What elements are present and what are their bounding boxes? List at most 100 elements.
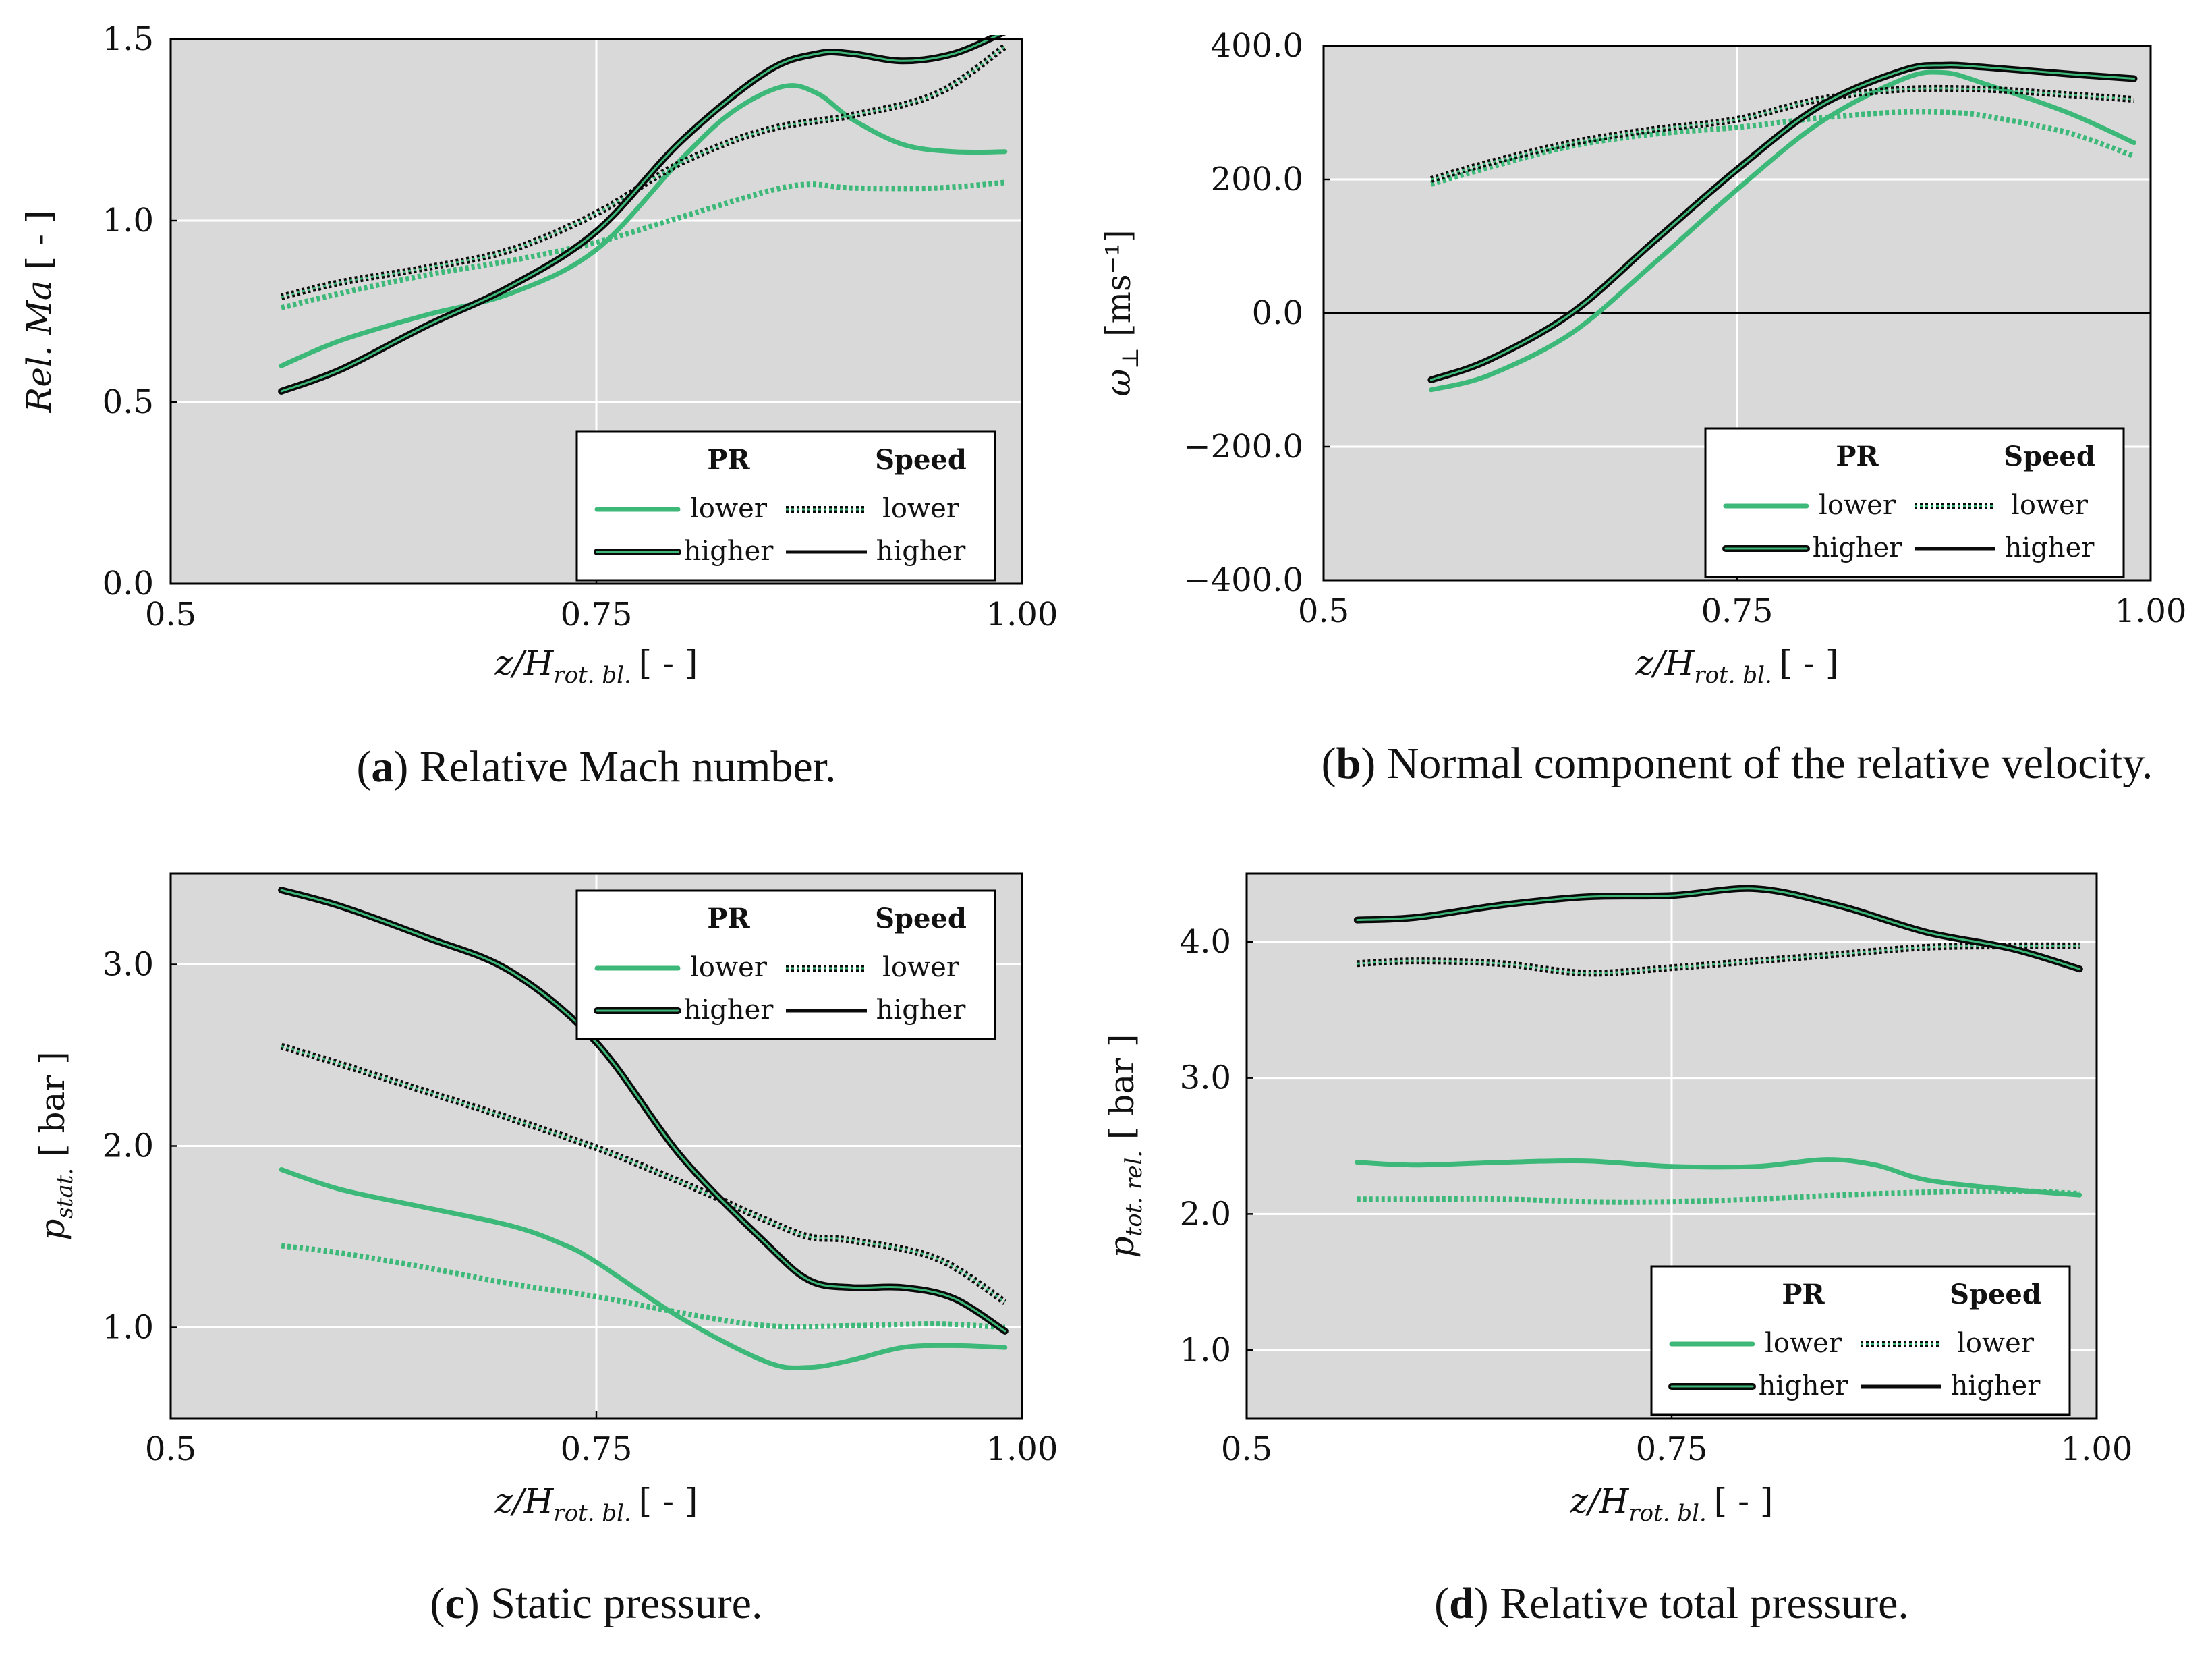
panel-a: 0.5 0.75 1.000.00.51.01.5z/Hrot. bl. [ - ]… [20,20,1058,689]
x-tick-label: 1.00 [2061,1430,2133,1468]
legend-label-pr-lower: lower [1765,1328,1842,1359]
y-tick-label: −400.0 [1183,561,1303,599]
series-green-dotted-line [1357,1188,2080,1205]
x-tick-label: 0.75 [561,596,633,634]
y-tick-label: 0.5 [103,383,154,421]
legend-label-pr-higher: higher [684,536,774,567]
x-tick-label: 1.00 [986,1430,1058,1468]
series-black-double-line-inner [1356,887,2081,970]
series-green-solid [279,83,1008,368]
series-black-double [1427,61,2138,383]
x-tick-label: 0.75 [561,1430,633,1468]
x-tick-label: 1.00 [986,596,1058,634]
series-green-dotted-line [281,179,1006,310]
x-axis-label: z/Hrot. bl. [ - ] [494,644,698,689]
series-green-dotted [281,1243,1006,1330]
y-tick-label: 3.0 [1180,1059,1231,1097]
y-tick-label: 1.0 [1180,1331,1231,1369]
series-black-double-line-inner [280,35,1000,393]
series-green-solid [279,1167,1008,1370]
caption-b: (b) Normal component of the relative vel… [1322,739,2153,788]
caption-a: (a) Relative Mach number. [356,742,836,791]
legend-label-pr-higher: higher [1813,532,1903,563]
series-black-dotted-line-inner [1357,945,2080,974]
y-axis-label: ptot. rel. [ bar ] [1102,1034,1147,1258]
series-black-double [1353,885,2083,973]
series-green-solid [1428,69,2136,393]
panel-d: 0.5 0.75 1.00 1.0 2.0 3.0 4.0 z/Hrot. bl. [ - ]… [1102,872,2133,1527]
series-green-solid-line [1428,69,2136,393]
caption-d: (d) Relative total pressure. [1434,1579,1909,1628]
legend-label-speed-higher: higher [1951,1370,2041,1401]
x-tick-label: 1.00 [2115,592,2187,630]
x-tick-label: 0.5 [145,1430,196,1468]
series-green-dotted [1357,1188,2080,1205]
legend: PR Speed lower lower higher higher [1650,1265,2071,1416]
legend: PR Speed lower lower higher higher [1704,427,2125,578]
y-tick-label: 200.0 [1211,161,1303,198]
y-axis-label: ω⊥ [ms⁻¹] [1099,229,1144,396]
legend-title-speed: Speed [875,903,967,934]
series-green-dotted-line [281,1243,1006,1330]
series-group [1427,61,2138,393]
x-tick-label: 0.5 [1221,1430,1272,1468]
series-black-double-line-inner [1429,64,2135,381]
y-tick-label: 0.0 [103,565,154,603]
series-green-solid [1355,1157,2082,1198]
legend: PR Speed lower lower higher higher [575,889,996,1040]
y-tick-label: 1.0 [103,1309,154,1347]
legend-label-pr-higher: higher [1759,1370,1849,1401]
series-black-double-line-inner [280,889,1006,1333]
legend-label-speed-lower: lower [2011,490,2089,521]
x-tick-label: 0.5 [1298,592,1349,630]
series-group [278,887,1009,1370]
legend-title-speed: Speed [2004,441,2095,472]
legend-label-speed-higher: higher [876,994,967,1026]
series-group [1353,885,2083,1205]
series-black-dotted [1357,942,2080,977]
y-axis-label: pstat. [ bar ] [33,1051,78,1240]
legend-title-pr: PR [707,444,750,476]
series-green-solid-line [1355,1157,2082,1198]
legend-title-pr: PR [707,903,750,934]
x-tick-label: 0.75 [1701,592,1774,630]
legend-title-speed: Speed [1950,1279,2041,1310]
legend-label-speed-higher: higher [876,536,967,567]
series-group [278,35,1008,395]
panel-b: 0.5 0.75 1.00 −400.0 −200.0 0.0 200.0 400.0 z/Hr… [1099,27,2186,689]
x-axis-label: z/Hrot. bl. [ - ] [1570,1482,1774,1527]
series-green-dotted [281,179,1006,310]
y-tick-label: 2.0 [1180,1195,1231,1233]
series-green-solid-line [279,1167,1008,1370]
x-axis-label: z/Hrot. bl. [ - ] [494,1482,698,1527]
y-tick-label: 1.5 [103,20,154,58]
legend-label-pr-lower: lower [1819,490,1896,521]
caption-c: (c) Static pressure. [430,1579,763,1628]
legend: PR Speed lower lower higher higher [575,430,996,582]
y-tick-label: −200.0 [1183,428,1303,466]
legend-label-speed-lower: lower [882,493,960,524]
y-tick-label: 3.0 [103,946,154,984]
series-green-solid-line [279,83,1008,368]
series-black-double [278,887,1009,1335]
series-black-dotted [280,1042,1007,1306]
y-tick-label: 2.0 [103,1127,154,1165]
y-tick-label: 1.0 [103,202,154,240]
legend-label-pr-lower: lower [690,493,768,524]
legend-title-speed: Speed [875,444,967,476]
legend-title-pr: PR [1782,1279,1825,1310]
x-tick-label: 0.5 [145,596,196,634]
legend-label-pr-lower: lower [690,952,768,983]
y-tick-label: 400.0 [1211,27,1303,65]
x-tick-label: 0.75 [1636,1430,1708,1468]
legend-label-pr-higher: higher [684,994,774,1026]
y-tick-label: 4.0 [1180,923,1231,961]
legend-label-speed-higher: higher [2005,532,2095,563]
x-axis-label: z/Hrot. bl. [ - ] [1635,644,1839,689]
legend-label-speed-lower: lower [1957,1328,2035,1359]
legend-title-pr: PR [1836,441,1879,472]
series-black-dotted-line-inner [281,1045,1006,1304]
series-black-double [278,35,1006,395]
panel-c: 0.5 0.75 1.00 1.0 2.0 3.0 z/Hrot. bl. [ - ] pst… [33,872,1058,1527]
